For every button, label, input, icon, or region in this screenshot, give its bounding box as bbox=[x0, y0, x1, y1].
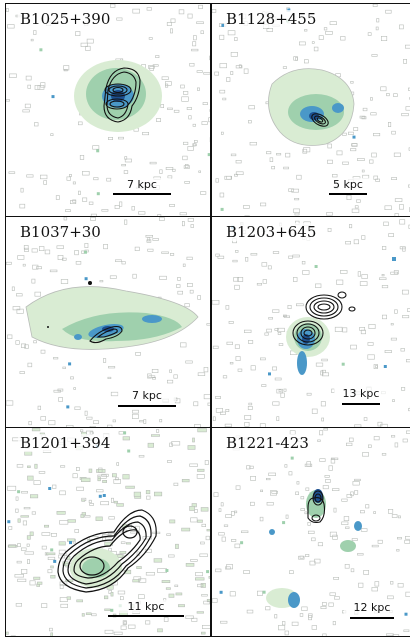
scale-bar bbox=[108, 615, 184, 617]
scale-bar bbox=[329, 193, 367, 195]
panel-name: B1037+30 bbox=[18, 223, 103, 241]
scale-label: 12 kpc bbox=[344, 601, 400, 614]
scale-bar bbox=[118, 405, 176, 407]
panel-b1221-423: B1221-423 12 kpc bbox=[211, 427, 410, 637]
scale-label: 11 kpc bbox=[114, 600, 178, 613]
scale-label: 13 kpc bbox=[334, 387, 388, 400]
optical-image bbox=[6, 428, 210, 636]
panel-name: B1221-423 bbox=[224, 434, 311, 452]
radio-contours bbox=[89, 325, 123, 344]
scale-bar bbox=[113, 193, 171, 195]
panel-name: B1128+455 bbox=[224, 10, 319, 28]
optical-image bbox=[6, 217, 210, 427]
radio-contours bbox=[311, 113, 329, 127]
scale-bar bbox=[350, 617, 394, 619]
panel-b1025-390: B1025+390 7 kpc bbox=[5, 3, 211, 217]
panel-b1201-394: B1201+394 11 kpc bbox=[5, 427, 211, 637]
panel-b1203-645: B1203+645 13 kpc bbox=[211, 216, 410, 428]
panel-b1037-30: B1037+30 7 kpc bbox=[5, 216, 211, 428]
panel-name: B1201+394 bbox=[18, 434, 113, 452]
radio-contours bbox=[292, 291, 356, 346]
scale-label: 7 kpc bbox=[113, 178, 171, 191]
scale-bar bbox=[342, 403, 380, 405]
optical-image bbox=[6, 4, 210, 216]
scale-label: 5 kpc bbox=[324, 178, 372, 191]
scale-label: 7 kpc bbox=[118, 389, 176, 402]
panel-name: B1025+390 bbox=[18, 10, 113, 28]
radio-contours bbox=[57, 509, 157, 593]
panel-b1128-455: B1128+455 5 kpc bbox=[211, 3, 410, 217]
optical-image bbox=[212, 4, 410, 216]
panel-name: B1203+645 bbox=[224, 223, 319, 241]
optical-image bbox=[212, 219, 410, 427]
optical-image bbox=[212, 428, 410, 636]
radio-contours bbox=[103, 67, 141, 123]
radio-contours bbox=[307, 490, 326, 524]
